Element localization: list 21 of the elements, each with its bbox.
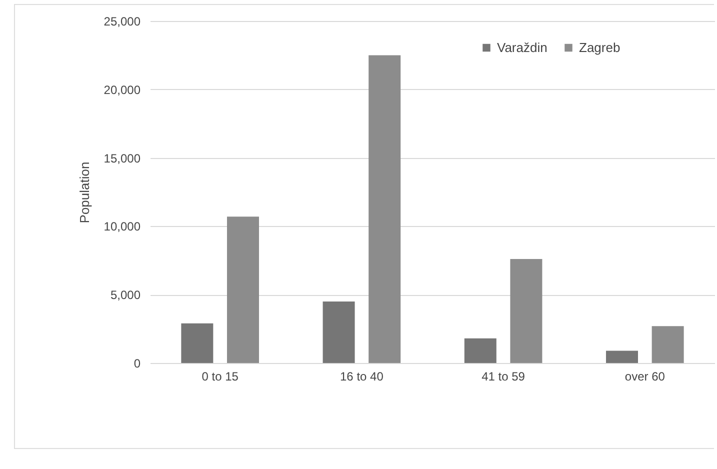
y-tick-label: 10,000 <box>104 220 141 234</box>
y-tick-label: 15,000 <box>104 151 141 166</box>
x-tick-label: 41 to 59 <box>482 370 526 384</box>
bar <box>510 259 542 363</box>
y-tick-label: 20,000 <box>104 82 141 97</box>
bar <box>227 216 259 363</box>
bar <box>368 55 401 363</box>
bar <box>322 301 355 363</box>
legend-label: Varaždin <box>497 40 548 55</box>
bar <box>464 338 496 363</box>
y-axis-title: Population <box>76 162 92 224</box>
bar <box>652 326 684 363</box>
x-tick-label: 0 to 15 <box>202 370 239 384</box>
x-tick-label: 16 to 40 <box>340 370 384 384</box>
bar <box>181 323 214 363</box>
legend-label: Zagreb <box>579 40 620 55</box>
x-tick-label: over 60 <box>624 370 666 384</box>
y-tick-label: 25,000 <box>104 14 141 28</box>
y-tick-label: 0 <box>134 356 141 370</box>
y-tick-label: 5,000 <box>110 288 141 302</box>
bar <box>606 350 638 363</box>
